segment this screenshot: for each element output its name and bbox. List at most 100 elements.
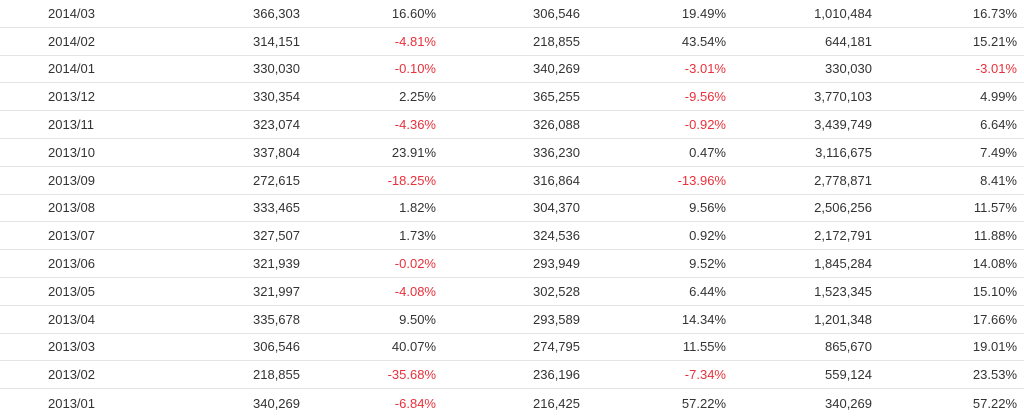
cumulative-cell: 1,845,284 — [814, 256, 872, 272]
date-cell: 2014/01 — [48, 61, 95, 77]
cumulative-cell: 2,172,791 — [814, 228, 872, 244]
cumulative-cell: 559,124 — [825, 367, 872, 383]
cumulative-cell: 2,778,871 — [814, 172, 872, 188]
table-row: 2013/04 335,678 9.50% 293,589 14.34% 1,201,34… — [0, 306, 1024, 334]
change-cell: -3.01% — [975, 61, 1017, 77]
change-cell: 9.52% — [689, 256, 726, 272]
value-cell: 337,804 — [253, 144, 300, 160]
change-cell: -35.68% — [387, 367, 436, 383]
cumulative-cell: 644,181 — [825, 33, 872, 49]
change-cell: 4.99% — [980, 89, 1017, 105]
change-cell: -18.25% — [387, 172, 436, 188]
table-row: 2013/03 306,546 40.07% 274,795 11.55% 865,670… — [0, 334, 1024, 362]
value-cell: 304,370 — [533, 200, 580, 216]
change-cell: 43.54% — [681, 33, 726, 49]
value-cell: 321,939 — [253, 256, 300, 272]
cumulative-cell: 1,201,348 — [814, 311, 872, 327]
cumulative-cell: 3,116,675 — [815, 144, 872, 160]
change-cell: 23.91% — [391, 144, 436, 160]
value-cell: 327,507 — [253, 228, 300, 244]
change-cell: -4.81% — [394, 33, 436, 49]
cumulative-cell: 3,770,103 — [814, 89, 872, 105]
change-cell: 11.55% — [682, 339, 726, 355]
date-cell: 2013/04 — [48, 311, 95, 327]
value-cell: 293,949 — [533, 256, 580, 272]
table-row: 2013/09 272,615 -18.25% 316,864 -13.96% 2,778… — [0, 167, 1024, 195]
cumulative-cell: 3,439,749 — [814, 117, 872, 133]
value-cell: 236,196 — [533, 367, 580, 383]
date-cell: 2013/01 — [48, 395, 95, 411]
value-cell: 316,864 — [533, 172, 580, 188]
value-cell: 323,074 — [253, 117, 300, 133]
change-cell: 9.56% — [689, 200, 726, 216]
value-cell: 293,589 — [533, 311, 580, 327]
change-cell: 40.07% — [391, 339, 436, 355]
cumulative-cell: 2,506,256 — [814, 200, 872, 216]
change-cell: -0.10% — [394, 61, 436, 77]
value-cell: 336,230 — [533, 144, 580, 160]
table-row: 2013/12 330,354 2.25% 365,255 -9.56% 3,770,10… — [0, 83, 1024, 112]
date-cell: 2013/10 — [48, 144, 95, 160]
value-cell: 330,354 — [253, 89, 300, 105]
change-cell: 57.22% — [681, 395, 726, 411]
change-cell: 15.10% — [972, 283, 1017, 299]
table-row: 2013/08 333,465 1.82% 304,370 9.56% 2,506,256… — [0, 195, 1024, 223]
change-cell: 1.82% — [399, 200, 436, 216]
value-cell: 330,030 — [253, 61, 300, 77]
table-row: 2013/06 321,939 -0.02% 293,949 9.52% 1,845,28… — [0, 250, 1024, 278]
cumulative-cell: 1,010,484 — [814, 5, 872, 21]
change-cell: 0.47% — [689, 144, 726, 160]
value-cell: 314,151 — [253, 33, 300, 49]
table-row: 2013/02 218,855 -35.68% 236,196 -7.34% 559,12… — [0, 361, 1024, 390]
change-cell: -6.84% — [394, 395, 436, 411]
change-cell: -4.36% — [394, 117, 436, 133]
change-cell: 17.66% — [972, 311, 1017, 327]
change-cell: 14.34% — [681, 311, 726, 327]
value-cell: 306,546 — [253, 339, 300, 355]
value-cell: 216,425 — [533, 395, 580, 411]
cumulative-cell: 340,269 — [825, 395, 872, 411]
change-cell: 6.44% — [689, 283, 726, 299]
value-cell: 272,615 — [253, 172, 300, 188]
date-cell: 2013/07 — [48, 228, 95, 244]
table-row: 2013/01 340,269 -6.84% 216,425 57.22% 340,269… — [0, 389, 1024, 417]
change-cell: 8.41% — [980, 172, 1017, 188]
change-cell: 19.01% — [972, 339, 1017, 355]
change-cell: -9.56% — [684, 89, 726, 105]
change-cell: 6.64% — [980, 117, 1017, 133]
table-row: 2014/03 366,303 16.60% 306,546 19.49% 1,010,4… — [0, 0, 1024, 28]
table-row: 2013/10 337,804 23.91% 336,230 0.47% 3,116,67… — [0, 139, 1024, 167]
change-cell: 16.60% — [391, 5, 436, 21]
date-cell: 2013/06 — [48, 256, 95, 272]
change-cell: 23.53% — [972, 367, 1017, 383]
value-cell: 218,855 — [533, 33, 580, 49]
value-cell: 306,546 — [533, 5, 580, 21]
value-cell: 333,465 — [253, 200, 300, 216]
cumulative-cell: 1,523,345 — [814, 283, 872, 299]
date-cell: 2013/02 — [48, 367, 95, 383]
change-cell: -7.34% — [684, 367, 726, 383]
value-cell: 335,678 — [253, 311, 300, 327]
value-cell: 324,536 — [533, 228, 580, 244]
change-cell: -4.08% — [394, 283, 436, 299]
change-cell: 2.25% — [399, 89, 436, 105]
date-cell: 2014/03 — [48, 5, 95, 21]
cumulative-cell: 865,670 — [825, 339, 872, 355]
cumulative-cell: 330,030 — [825, 61, 872, 77]
change-cell: 57.22% — [972, 395, 1017, 411]
change-cell: 7.49% — [980, 144, 1017, 160]
change-cell: 14.08% — [972, 256, 1017, 272]
value-cell: 340,269 — [533, 61, 580, 77]
date-cell: 2013/12 — [48, 89, 95, 105]
table-row: 2013/11 323,074 -4.36% 326,088 -0.92% 3,439,7… — [0, 111, 1024, 139]
value-cell: 218,855 — [253, 367, 300, 383]
change-cell: 11.88% — [973, 228, 1017, 244]
value-cell: 321,997 — [253, 283, 300, 299]
value-cell: 365,255 — [533, 89, 580, 105]
table-row: 2013/05 321,997 -4.08% 302,528 6.44% 1,523,34… — [0, 278, 1024, 306]
value-cell: 302,528 — [533, 283, 580, 299]
change-cell: -0.92% — [684, 117, 726, 133]
date-cell: 2013/09 — [48, 172, 95, 188]
change-cell: 0.92% — [689, 228, 726, 244]
